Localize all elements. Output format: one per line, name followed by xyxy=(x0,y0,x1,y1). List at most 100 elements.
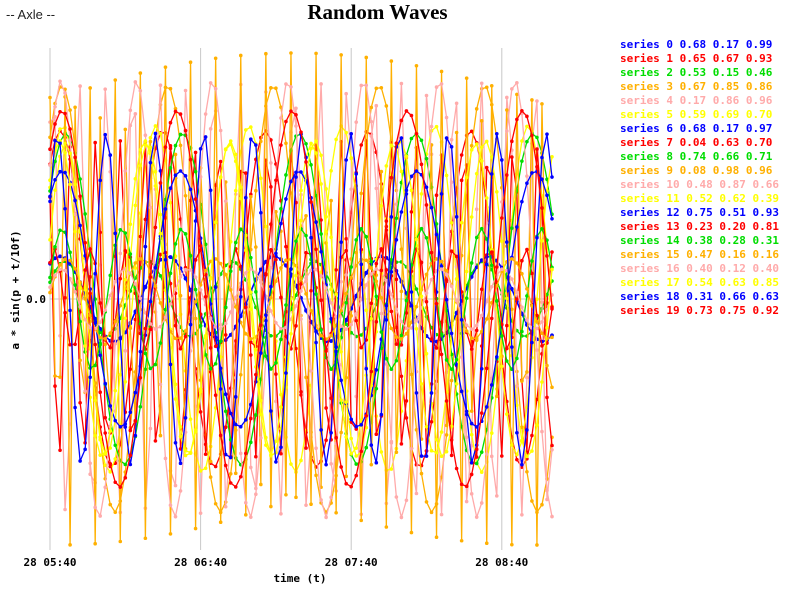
series-point xyxy=(359,518,364,523)
series-point xyxy=(324,286,328,290)
series-point xyxy=(128,410,133,415)
series-point xyxy=(183,276,188,280)
series-point xyxy=(384,268,389,272)
series-point xyxy=(454,381,459,386)
series-point xyxy=(208,346,213,350)
series-point xyxy=(108,429,113,433)
legend-entry-series-18: series 18 0.31 0.66 0.63 xyxy=(620,290,779,303)
series-point xyxy=(143,326,148,331)
series-point xyxy=(249,255,253,260)
series-point xyxy=(329,430,333,435)
series-point xyxy=(279,206,283,211)
series-point xyxy=(429,205,434,210)
series-point xyxy=(364,308,369,313)
series-point xyxy=(364,234,369,239)
series-point xyxy=(158,324,163,329)
series-point xyxy=(414,318,419,323)
series-point xyxy=(399,343,404,347)
series-point xyxy=(374,460,379,465)
series-point xyxy=(339,398,343,402)
series-point xyxy=(359,83,364,88)
series-point xyxy=(479,366,484,371)
series-point xyxy=(474,323,479,328)
legend-series-name: series 1 xyxy=(620,52,673,65)
series-point xyxy=(479,313,484,318)
series-point xyxy=(324,406,328,410)
series-point xyxy=(254,492,258,497)
series-point xyxy=(98,343,102,347)
series-point xyxy=(530,499,534,503)
series-point xyxy=(233,305,238,309)
series-point xyxy=(369,301,374,306)
x-tick-label: 28 06:40 xyxy=(174,556,227,569)
series-point xyxy=(359,449,364,454)
series-point xyxy=(113,418,118,423)
series-point xyxy=(364,258,369,263)
series-point xyxy=(118,139,123,143)
series-point xyxy=(304,375,308,380)
series-point xyxy=(93,505,97,510)
series-point xyxy=(158,341,163,345)
series-point xyxy=(108,404,113,408)
series-point xyxy=(118,228,123,232)
series-point xyxy=(449,249,454,253)
series-point xyxy=(394,307,399,311)
series-point xyxy=(354,427,359,431)
series-point xyxy=(389,59,394,63)
series-point xyxy=(379,311,384,316)
series-point xyxy=(530,259,534,263)
y-axis-label: a * sin(p + t/10f) xyxy=(9,230,22,349)
series-point xyxy=(334,510,338,515)
series-point xyxy=(183,267,188,272)
series-point xyxy=(53,384,57,388)
series-point xyxy=(354,454,359,458)
series-point xyxy=(133,282,138,286)
series-point xyxy=(269,222,273,227)
series-point xyxy=(58,267,62,272)
series-point xyxy=(424,93,429,98)
series-point xyxy=(103,381,108,386)
series-point xyxy=(484,405,489,409)
series-point xyxy=(178,143,183,148)
series-point xyxy=(299,188,303,193)
legend-series-params: 0.65 0.67 0.93 xyxy=(673,52,772,65)
series-point xyxy=(103,337,108,341)
series-point xyxy=(434,535,439,540)
series-point xyxy=(489,431,494,435)
series-point xyxy=(158,301,163,305)
series-point xyxy=(173,514,178,519)
series-point xyxy=(515,80,519,85)
series-point xyxy=(183,329,188,333)
series-point xyxy=(520,462,524,467)
series-point xyxy=(249,465,253,470)
series-point xyxy=(505,173,509,177)
series-point xyxy=(168,255,173,259)
series-point xyxy=(254,348,258,352)
series-point xyxy=(48,238,52,242)
series-point xyxy=(228,139,233,143)
series-point xyxy=(364,283,369,287)
series-point xyxy=(228,288,233,292)
series-point xyxy=(550,267,554,272)
series-point xyxy=(439,192,444,196)
series-point xyxy=(309,369,313,373)
series-point xyxy=(304,233,308,238)
series-point xyxy=(284,244,288,249)
series-point xyxy=(108,293,113,298)
series-point xyxy=(404,311,409,315)
series-point xyxy=(354,294,359,299)
series-point xyxy=(274,257,278,262)
series-point xyxy=(479,470,484,474)
series-point xyxy=(223,463,228,468)
series-point xyxy=(193,197,198,201)
series-point xyxy=(254,143,258,147)
series-point xyxy=(218,433,223,438)
series-point xyxy=(409,372,414,377)
series-point xyxy=(469,261,474,265)
series-point xyxy=(474,265,479,270)
series-point xyxy=(213,501,218,506)
series-point xyxy=(344,248,348,253)
series-point xyxy=(218,175,223,180)
series-point xyxy=(299,289,303,293)
legend-series-name: series 7 xyxy=(620,136,673,149)
